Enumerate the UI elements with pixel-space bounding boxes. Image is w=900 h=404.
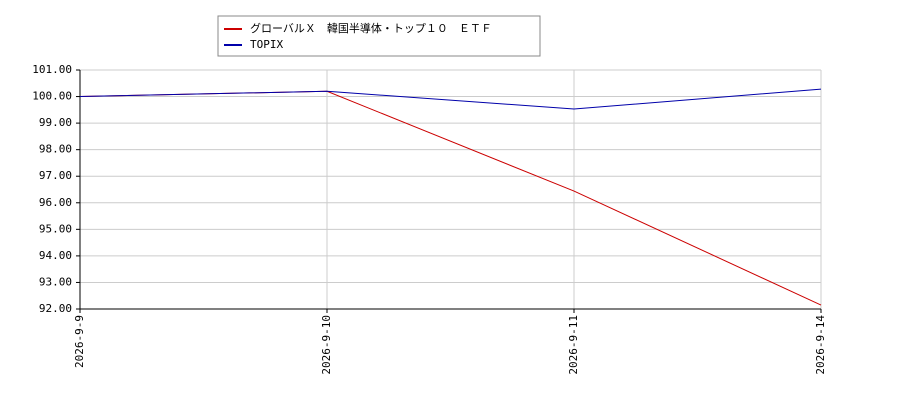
legend-label: グローバルＸ 韓国半導体・トップ１０ ＥＴＦ (250, 21, 492, 35)
y-tick-label: 95.00 (39, 222, 72, 235)
x-tick-label: 2026-9-10 (320, 315, 333, 375)
y-tick-label: 96.00 (39, 196, 72, 209)
y-tick-label: 93.00 (39, 275, 72, 288)
x-tick-label: 2026-9-14 (814, 315, 827, 375)
y-tick-label: 92.00 (39, 302, 72, 315)
y-tick-label: 94.00 (39, 249, 72, 262)
legend-label: TOPIX (250, 38, 283, 51)
y-tick-label: 99.00 (39, 116, 72, 129)
line-series (79, 88, 822, 110)
y-tick-label: 97.00 (39, 169, 72, 182)
legend-box (217, 15, 541, 57)
x-tick-label: 2026-9-9 (73, 315, 86, 368)
legend: グローバルＸ 韓国半導体・トップ１０ ＥＴＦ TOPIX (217, 15, 541, 57)
y-tick-label: 98.00 (39, 143, 72, 156)
x-tick-label: 2026-9-11 (567, 315, 580, 375)
y-tick-label: 100.00 (32, 90, 72, 103)
y-tick-label: 101.00 (32, 63, 72, 76)
